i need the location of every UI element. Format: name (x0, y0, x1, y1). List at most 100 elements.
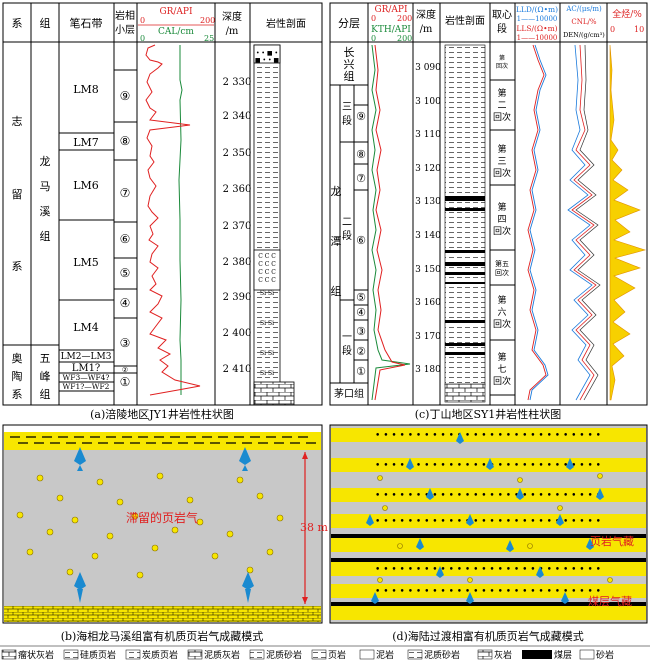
svg-text:LM7: LM7 (73, 136, 99, 149)
svg-text:回次: 回次 (493, 111, 511, 123)
caption-b: (b)海相龙马溪组富有机质页岩气成藏模式 (61, 629, 264, 643)
svg-text:• • • • • • • • • • • • • • •: • • • • • • • • • • • • • • • • • • • • … (375, 587, 601, 597)
svg-text:2 340: 2 340 (223, 111, 252, 122)
svg-text:回次: 回次 (493, 318, 511, 330)
header-gr: GR/API (159, 7, 193, 17)
svg-text:深度: 深度 (416, 8, 436, 21)
svg-text:• • • • • • • • • • • • • • •: • • • • • • • • • • • • • • • • • • • • … (375, 491, 601, 501)
svg-text:LLS/(Ω•m): LLS/(Ω•m) (516, 24, 557, 33)
header-cal: CAL/cm (158, 27, 194, 37)
svg-text:第: 第 (497, 87, 506, 99)
svg-text:第五: 第五 (495, 259, 509, 268)
svg-text:四: 四 (497, 215, 506, 225)
svg-text:②: ② (122, 366, 128, 374)
svg-text:LM5: LM5 (73, 256, 99, 269)
legend-item: 泥质砂岩 (266, 649, 302, 661)
svg-text:⑥: ⑥ (356, 234, 366, 247)
svg-text:LM1?: LM1? (72, 363, 101, 374)
svg-text:2 400: 2 400 (223, 328, 252, 339)
svg-text:WF1?—WF2: WF1?—WF2 (63, 382, 110, 391)
svg-text:取心: 取心 (492, 9, 512, 21)
svg-text:• • • • • • • • • • • • • • •: • • • • • • • • • • • • • • • • • • • • … (375, 431, 601, 441)
panel-b: 滞留的页岩气 38 m (2, 424, 329, 624)
svg-text:0: 0 (371, 34, 376, 43)
svg-text:3 150: 3 150 (415, 265, 441, 275)
svg-text:C C C: C C C (258, 269, 276, 276)
svg-text:峰: 峰 (40, 370, 51, 383)
svg-text:回次: 回次 (493, 225, 511, 237)
svg-text:• • • • • • • • • • • • • • •: • • • • • • • • • • • • • • • • • • • • … (375, 565, 601, 575)
svg-text:陶: 陶 (12, 369, 23, 383)
svg-text:Si Si: Si Si (260, 350, 274, 357)
caption-a: (a)涪陵地区JY1井岩性柱状图 (90, 407, 234, 421)
formation-labels: 龙 马 溪 组 五 峰 组 (40, 155, 51, 401)
svg-text:回次: 回次 (495, 268, 509, 277)
svg-text:LLD/(Ω•m): LLD/(Ω•m) (516, 5, 558, 14)
svg-text:⑦: ⑦ (120, 186, 131, 200)
svg-text:200: 200 (397, 14, 412, 23)
svg-text:C C C: C C C (258, 261, 276, 268)
svg-text:2 390: 2 390 (223, 292, 252, 303)
svg-text:回次: 回次 (493, 167, 511, 179)
lls-curve (527, 44, 547, 401)
header-xi: 系 (12, 17, 23, 30)
panel-c: 分层 GR/API 0 200 KTH/API 0 200 深度 /m 岩性剖面… (329, 2, 648, 406)
caption-d: (d)海陆过渡相富有机质页岩气成藏模式 (392, 629, 584, 643)
den-curve (575, 44, 601, 401)
svg-text:0: 0 (610, 25, 615, 34)
shale-dashes-b (10, 436, 318, 444)
svg-text:段: 段 (497, 22, 507, 35)
svg-text:二: 二 (342, 217, 352, 228)
svg-text:第: 第 (499, 54, 505, 62)
graptolite-zones: LM8 LM7 LM6 LM5 LM4 LM2—LM3 LM1? WF3—WF4… (61, 83, 112, 391)
svg-text:全烃/%: 全烃/% (612, 8, 642, 20)
svg-text:3 140: 3 140 (415, 231, 441, 241)
header-fenceng: 分层 (338, 17, 360, 30)
svg-text:LM4: LM4 (73, 321, 99, 334)
lith-column-c (444, 44, 486, 403)
svg-text:一: 一 (342, 332, 352, 343)
svg-text:Si Si: Si Si (260, 320, 274, 327)
svg-text:• • ■ •: • • ■ • (256, 50, 278, 57)
qt-area (609, 44, 647, 401)
svg-text:①: ① (356, 365, 366, 378)
svg-text:⑨: ⑨ (120, 89, 131, 103)
svg-text:溪: 溪 (40, 205, 51, 218)
header-gr-min: 0 (140, 16, 145, 25)
svg-text:第: 第 (497, 201, 506, 213)
svg-text:④: ④ (120, 296, 131, 310)
layer-numbers: ⑨ ⑧ ⑦ ⑥ ⑤ ④ ③ ② ① (120, 89, 131, 389)
depth-labels-a: 2 330 2 340 2 350 2 360 2 370 2 380 2 39… (223, 77, 252, 375)
header-bishi: 笔石带 (70, 16, 103, 30)
svg-text:KTH/API: KTH/API (371, 25, 411, 35)
svg-text:3 100: 3 100 (415, 97, 441, 107)
svg-text:段: 段 (342, 229, 352, 242)
header-depth-1: 深度 (222, 10, 242, 23)
svg-text:潭: 潭 (331, 235, 342, 248)
header-yanxiang-1: 岩相 (115, 9, 135, 22)
svg-text:3 090: 3 090 (415, 63, 441, 73)
ac-curve (567, 44, 593, 401)
svg-text:Si Si: Si Si (260, 370, 274, 377)
svg-text:奥: 奥 (12, 351, 23, 365)
svg-text:LM2—LM3: LM2—LM3 (61, 352, 112, 362)
svg-text:回次: 回次 (493, 375, 511, 387)
legend: 瘤状灰岩 硅质页岩 炭质页岩 泥质灰岩 泥质砂岩 页岩 泥岩 泥质砂岩 灰岩 煤… (0, 645, 650, 661)
header-cal-min: 0 (140, 34, 145, 43)
svg-text:2 380: 2 380 (223, 257, 252, 268)
svg-text:⑦: ⑦ (356, 172, 366, 185)
label-cbm-reservoir: 煤层气藏 (588, 594, 632, 608)
svg-text:七: 七 (497, 364, 506, 375)
svg-text:2 360: 2 360 (223, 184, 252, 195)
svg-text:留: 留 (12, 188, 23, 201)
svg-text:DEN/(g/cm³): DEN/(g/cm³) (563, 31, 605, 39)
header-lith: 岩性剖面 (266, 17, 306, 30)
svg-text:岩性剖面: 岩性剖面 (445, 14, 485, 27)
svg-text:组: 组 (331, 284, 342, 298)
svg-text:AC/(μs/m): AC/(μs/m) (565, 5, 602, 13)
core-labels: 第 回次 第 二 回次 第 三 回次 第 四 回次 第五 回次 第 六 回次 第… (493, 54, 511, 387)
gr-curve-c (374, 44, 406, 401)
migration-arrows-d (366, 432, 604, 604)
svg-text:0: 0 (371, 14, 376, 23)
